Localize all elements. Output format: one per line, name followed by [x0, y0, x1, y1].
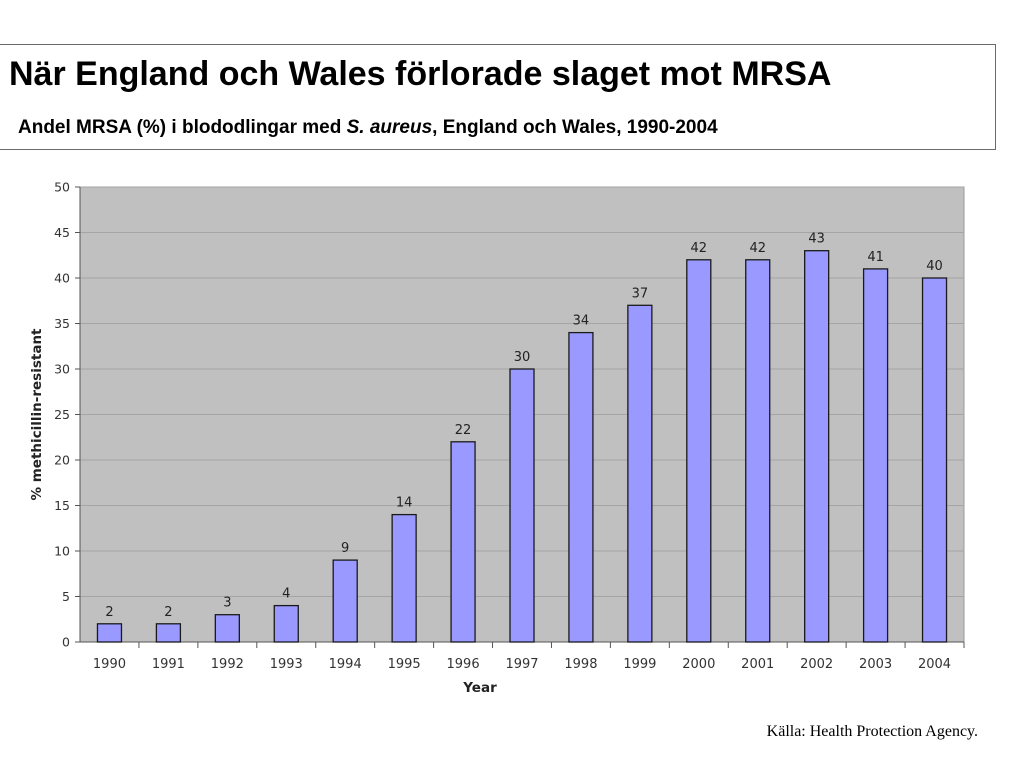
data-label-1993: 4	[282, 587, 290, 602]
data-label-2002: 43	[808, 232, 825, 247]
y-tick-label: 35	[54, 316, 70, 331]
y-tick-label: 50	[54, 180, 70, 195]
x-tick-label-2004: 2004	[918, 657, 951, 672]
x-tick-label-1999: 1999	[623, 657, 656, 672]
page-title: När England och Wales förlorade slaget m…	[9, 55, 832, 93]
data-label-1995: 14	[396, 496, 413, 511]
data-label-2000: 42	[691, 241, 708, 256]
bar-chart: 0 5 10 15 20 25 30 35 40 45 50 2 1990 2 1991 3 1992 4 1993…	[29, 180, 965, 696]
bar-1993	[273, 604, 299, 643]
y-tick-label: 40	[54, 271, 70, 286]
x-tick-label-1993: 1993	[270, 657, 303, 672]
data-label-2003: 41	[867, 250, 884, 265]
y-tick-label: 5	[62, 589, 70, 604]
data-label-1994: 9	[341, 541, 349, 556]
bar-1994	[332, 559, 358, 643]
x-tick-label-1990: 1990	[93, 657, 126, 672]
bar-2004	[921, 277, 948, 643]
bar-1998	[568, 331, 594, 643]
bar-2000	[686, 259, 712, 643]
data-label-1996: 22	[455, 423, 472, 438]
bar-2001	[745, 259, 771, 643]
data-label-1997: 30	[514, 350, 531, 365]
x-tick-label-2001: 2001	[741, 657, 774, 672]
y-tick-label: 15	[54, 498, 70, 513]
x-tick-label-1996: 1996	[447, 657, 480, 672]
source-note: Källa: Health Protection Agency.	[766, 723, 978, 740]
subtitle-suffix: , England och Wales, 1990-2004	[432, 117, 718, 138]
y-tick-label: 30	[54, 362, 70, 377]
bar-1997	[509, 368, 535, 643]
subtitle-species: S. aureus	[346, 117, 433, 138]
x-tick-label-1998: 1998	[564, 657, 597, 672]
subtitle-prefix: Andel MRSA (%) i blododlingar med	[18, 117, 347, 138]
data-label-1999: 37	[632, 286, 649, 301]
x-tick-label-2000: 2000	[682, 657, 715, 672]
data-label-1992: 3	[223, 596, 231, 611]
title-box: När England och Wales förlorade slaget m…	[0, 44, 996, 150]
bar-1990	[96, 623, 123, 643]
bar-1995	[391, 513, 417, 643]
data-label-1998: 34	[573, 314, 590, 329]
bar-1991	[155, 623, 182, 643]
x-tick-label-2002: 2002	[800, 657, 833, 672]
y-axis-title: % methicillin-resistant	[29, 328, 45, 501]
bar-2002	[804, 250, 830, 643]
data-label-2004: 40	[926, 259, 943, 274]
y-tick-label: 20	[54, 453, 70, 468]
page-subtitle: Andel MRSA (%) i blododlingar med S. aur…	[18, 117, 718, 139]
x-tick-label-1997: 1997	[505, 657, 538, 672]
y-tick-label: 10	[54, 544, 70, 559]
y-tick-label: 45	[54, 225, 70, 240]
y-tick-label: 25	[54, 407, 70, 422]
data-label-1991: 2	[164, 605, 172, 620]
x-tick-label-1992: 1992	[211, 657, 244, 672]
data-label-2001: 42	[749, 241, 766, 256]
bar-1996	[450, 441, 476, 643]
bar-2003	[862, 268, 889, 643]
data-label-1990: 2	[105, 605, 113, 620]
y-tick-label: 0	[62, 635, 70, 650]
x-tick-label-2003: 2003	[859, 657, 892, 672]
x-tick-label-1991: 1991	[152, 657, 185, 672]
bar-1999	[627, 304, 653, 643]
x-tick-label-1995: 1995	[388, 657, 421, 672]
bar-1992	[214, 614, 240, 643]
x-tick-label-1994: 1994	[329, 657, 362, 672]
x-axis-title: Year	[462, 680, 497, 696]
